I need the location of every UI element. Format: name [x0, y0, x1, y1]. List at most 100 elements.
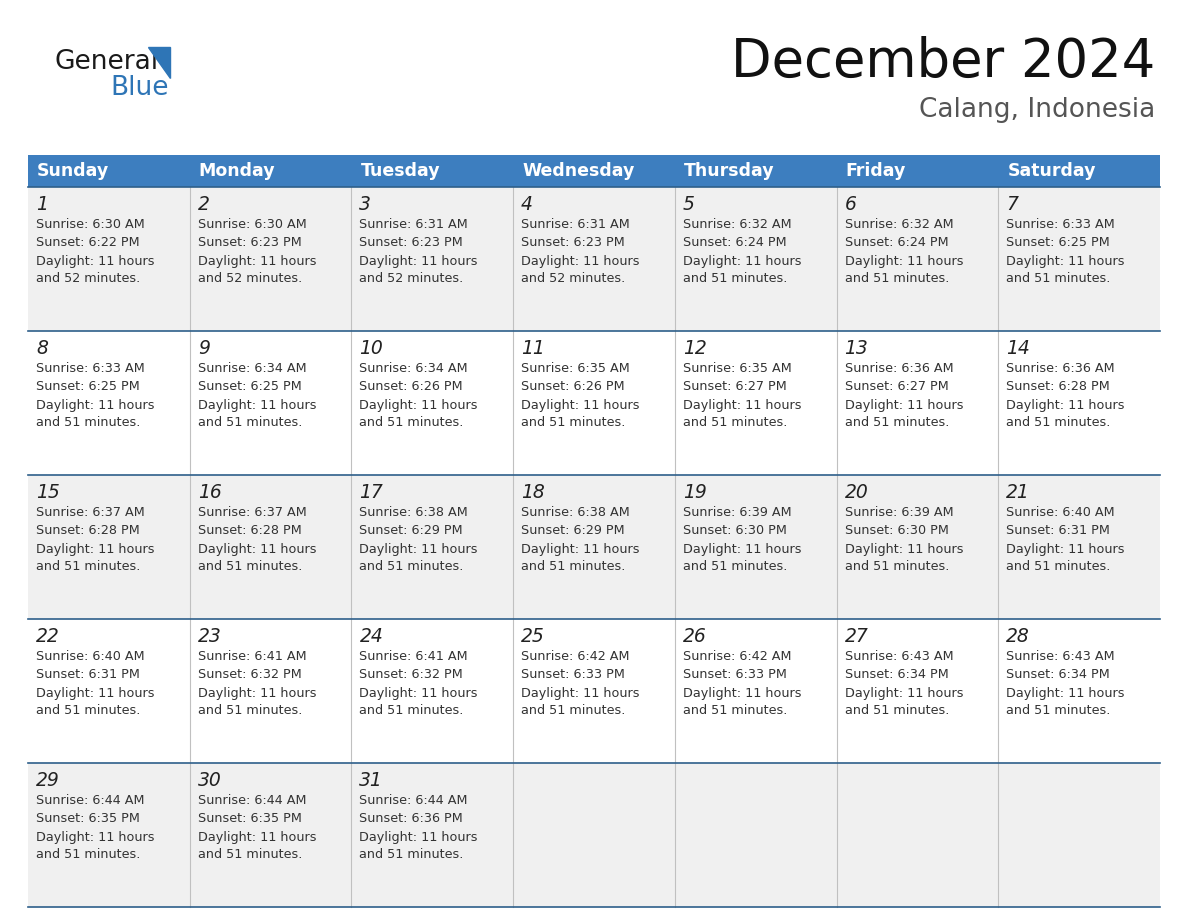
Text: 1: 1	[36, 195, 48, 214]
Text: Sunrise: 6:31 AM: Sunrise: 6:31 AM	[360, 218, 468, 231]
Text: 26: 26	[683, 626, 707, 645]
Text: and 51 minutes.: and 51 minutes.	[845, 704, 949, 718]
Text: Sunrise: 6:37 AM: Sunrise: 6:37 AM	[36, 507, 145, 520]
Text: Daylight: 11 hours: Daylight: 11 hours	[36, 831, 154, 844]
Text: and 51 minutes.: and 51 minutes.	[522, 704, 626, 718]
Text: Daylight: 11 hours: Daylight: 11 hours	[360, 254, 478, 267]
Text: Daylight: 11 hours: Daylight: 11 hours	[197, 254, 316, 267]
Text: Sunrise: 6:43 AM: Sunrise: 6:43 AM	[1006, 651, 1114, 664]
Text: Friday: Friday	[846, 162, 906, 180]
Text: 11: 11	[522, 339, 545, 357]
Text: Sunrise: 6:37 AM: Sunrise: 6:37 AM	[197, 507, 307, 520]
Text: Daylight: 11 hours: Daylight: 11 hours	[683, 543, 802, 555]
Text: Daylight: 11 hours: Daylight: 11 hours	[36, 398, 154, 411]
Text: Daylight: 11 hours: Daylight: 11 hours	[522, 543, 639, 555]
Text: 29: 29	[36, 770, 59, 789]
Text: Sunset: 6:27 PM: Sunset: 6:27 PM	[845, 380, 948, 394]
Text: Sunrise: 6:34 AM: Sunrise: 6:34 AM	[197, 363, 307, 375]
Text: and 51 minutes.: and 51 minutes.	[197, 848, 302, 861]
Text: and 52 minutes.: and 52 minutes.	[360, 273, 463, 285]
Text: and 51 minutes.: and 51 minutes.	[683, 561, 788, 574]
Text: 14: 14	[1006, 339, 1030, 357]
Text: 31: 31	[360, 770, 384, 789]
Text: Sunset: 6:25 PM: Sunset: 6:25 PM	[36, 380, 140, 394]
Text: Daylight: 11 hours: Daylight: 11 hours	[197, 398, 316, 411]
Text: Sunset: 6:26 PM: Sunset: 6:26 PM	[360, 380, 463, 394]
Text: Sunrise: 6:38 AM: Sunrise: 6:38 AM	[360, 507, 468, 520]
Text: General: General	[55, 49, 159, 75]
Text: Sunrise: 6:39 AM: Sunrise: 6:39 AM	[683, 507, 791, 520]
Text: and 51 minutes.: and 51 minutes.	[522, 561, 626, 574]
Text: Daylight: 11 hours: Daylight: 11 hours	[683, 687, 802, 700]
Text: Calang, Indonesia: Calang, Indonesia	[918, 97, 1155, 123]
Text: Sunset: 6:25 PM: Sunset: 6:25 PM	[1006, 237, 1110, 250]
Text: Daylight: 11 hours: Daylight: 11 hours	[197, 543, 316, 555]
Text: Daylight: 11 hours: Daylight: 11 hours	[683, 254, 802, 267]
Text: Sunrise: 6:44 AM: Sunrise: 6:44 AM	[360, 794, 468, 808]
Text: Sunset: 6:23 PM: Sunset: 6:23 PM	[360, 237, 463, 250]
Text: 23: 23	[197, 626, 221, 645]
Text: Sunset: 6:23 PM: Sunset: 6:23 PM	[522, 237, 625, 250]
Text: Sunrise: 6:42 AM: Sunrise: 6:42 AM	[683, 651, 791, 664]
Text: and 51 minutes.: and 51 minutes.	[522, 417, 626, 430]
Text: Sunrise: 6:38 AM: Sunrise: 6:38 AM	[522, 507, 630, 520]
Text: 8: 8	[36, 339, 48, 357]
Text: and 51 minutes.: and 51 minutes.	[36, 848, 140, 861]
Text: 4: 4	[522, 195, 533, 214]
Text: 16: 16	[197, 483, 221, 501]
Text: Sunset: 6:29 PM: Sunset: 6:29 PM	[360, 524, 463, 538]
Text: Sunrise: 6:40 AM: Sunrise: 6:40 AM	[36, 651, 145, 664]
Text: Saturday: Saturday	[1007, 162, 1095, 180]
Text: Sunset: 6:27 PM: Sunset: 6:27 PM	[683, 380, 786, 394]
Text: and 51 minutes.: and 51 minutes.	[1006, 561, 1111, 574]
Text: Daylight: 11 hours: Daylight: 11 hours	[845, 398, 963, 411]
Text: 18: 18	[522, 483, 545, 501]
Bar	[29, 187, 1159, 331]
Text: Sunrise: 6:44 AM: Sunrise: 6:44 AM	[36, 794, 145, 808]
Text: 3: 3	[360, 195, 372, 214]
Text: Daylight: 11 hours: Daylight: 11 hours	[1006, 398, 1125, 411]
Text: and 51 minutes.: and 51 minutes.	[197, 704, 302, 718]
Text: Sunrise: 6:39 AM: Sunrise: 6:39 AM	[845, 507, 953, 520]
Text: Sunset: 6:35 PM: Sunset: 6:35 PM	[197, 812, 302, 825]
Text: and 51 minutes.: and 51 minutes.	[683, 704, 788, 718]
Text: December 2024: December 2024	[731, 36, 1155, 88]
Text: and 51 minutes.: and 51 minutes.	[845, 417, 949, 430]
Text: Sunrise: 6:34 AM: Sunrise: 6:34 AM	[360, 363, 468, 375]
Text: 9: 9	[197, 339, 209, 357]
Text: Sunset: 6:25 PM: Sunset: 6:25 PM	[197, 380, 302, 394]
Text: Daylight: 11 hours: Daylight: 11 hours	[360, 543, 478, 555]
Text: Daylight: 11 hours: Daylight: 11 hours	[360, 687, 478, 700]
Text: 17: 17	[360, 483, 384, 501]
Text: 24: 24	[360, 626, 384, 645]
Text: Sunset: 6:30 PM: Sunset: 6:30 PM	[683, 524, 786, 538]
Text: 2: 2	[197, 195, 209, 214]
Text: Wednesday: Wednesday	[523, 162, 634, 180]
Text: Sunrise: 6:32 AM: Sunrise: 6:32 AM	[683, 218, 791, 231]
Text: Sunset: 6:29 PM: Sunset: 6:29 PM	[522, 524, 625, 538]
Text: Daylight: 11 hours: Daylight: 11 hours	[197, 687, 316, 700]
Text: Sunset: 6:34 PM: Sunset: 6:34 PM	[845, 668, 948, 681]
Text: 13: 13	[845, 339, 868, 357]
Text: Sunset: 6:33 PM: Sunset: 6:33 PM	[683, 668, 786, 681]
Text: Sunset: 6:28 PM: Sunset: 6:28 PM	[197, 524, 302, 538]
Text: Thursday: Thursday	[684, 162, 775, 180]
Text: and 51 minutes.: and 51 minutes.	[683, 417, 788, 430]
Text: 12: 12	[683, 339, 707, 357]
Text: and 52 minutes.: and 52 minutes.	[36, 273, 140, 285]
Text: 7: 7	[1006, 195, 1018, 214]
Text: 19: 19	[683, 483, 707, 501]
Text: Daylight: 11 hours: Daylight: 11 hours	[522, 398, 639, 411]
Text: 6: 6	[845, 195, 857, 214]
Text: 20: 20	[845, 483, 868, 501]
Text: Sunrise: 6:33 AM: Sunrise: 6:33 AM	[1006, 218, 1116, 231]
Text: 27: 27	[845, 626, 868, 645]
Text: 30: 30	[197, 770, 221, 789]
Text: Sunset: 6:30 PM: Sunset: 6:30 PM	[845, 524, 948, 538]
Text: Daylight: 11 hours: Daylight: 11 hours	[845, 543, 963, 555]
Text: Sunrise: 6:41 AM: Sunrise: 6:41 AM	[360, 651, 468, 664]
Text: Sunrise: 6:36 AM: Sunrise: 6:36 AM	[845, 363, 953, 375]
Text: and 51 minutes.: and 51 minutes.	[197, 561, 302, 574]
Text: Daylight: 11 hours: Daylight: 11 hours	[36, 687, 154, 700]
Text: and 51 minutes.: and 51 minutes.	[36, 417, 140, 430]
